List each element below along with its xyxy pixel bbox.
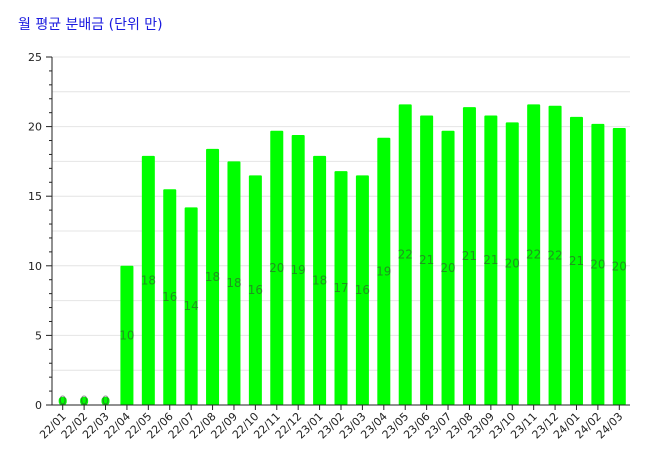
bar	[206, 148, 220, 405]
data-label: 0	[59, 394, 67, 408]
bars	[58, 104, 626, 406]
bar	[58, 397, 67, 405]
data-label: 0	[80, 394, 88, 408]
data-label: 21	[569, 254, 584, 268]
bar	[313, 155, 327, 405]
bar	[270, 130, 284, 405]
bar	[548, 105, 562, 405]
y-tick-label: 5	[35, 329, 42, 342]
data-label: 20	[440, 261, 455, 275]
data-label: 17	[333, 281, 348, 295]
data-label: 0	[102, 394, 110, 408]
bar	[420, 115, 434, 406]
bar	[334, 171, 348, 405]
bar	[184, 207, 198, 405]
chart-title: 월 평균 분배금 (단위 만)	[18, 17, 163, 33]
data-label: 20	[590, 257, 605, 271]
bar	[80, 397, 89, 405]
data-label: 22	[398, 248, 413, 262]
bar	[227, 161, 241, 405]
data-label: 18	[205, 270, 220, 284]
bar	[291, 134, 305, 405]
data-label: 10	[119, 328, 134, 342]
data-label: 18	[226, 276, 241, 290]
bar	[120, 265, 134, 405]
data-label: 18	[141, 273, 156, 287]
y-tick-label: 15	[28, 190, 42, 203]
bar	[355, 175, 369, 405]
data-label: 16	[248, 283, 263, 297]
data-label: 21	[419, 253, 434, 267]
bar	[377, 137, 391, 405]
bar	[248, 175, 262, 405]
bar	[505, 122, 519, 405]
data-label: 20	[612, 259, 627, 273]
bar	[163, 189, 177, 405]
bar	[441, 130, 455, 405]
bar	[569, 116, 583, 405]
data-label: 16	[355, 283, 370, 297]
y-tick-label: 25	[28, 51, 42, 64]
bar	[484, 115, 498, 406]
data-label: 21	[483, 253, 498, 267]
bar	[398, 104, 412, 405]
data-label: 18	[312, 273, 327, 287]
data-label: 19	[376, 264, 391, 278]
bar	[612, 127, 626, 405]
bar	[591, 123, 605, 405]
bar	[101, 397, 110, 405]
y-tick-label: 20	[28, 121, 42, 134]
y-tick-label: 0	[35, 399, 42, 412]
data-label: 16	[162, 290, 177, 304]
bar	[462, 107, 476, 405]
data-label: 20	[269, 261, 284, 275]
data-label: 21	[462, 249, 477, 263]
bar	[141, 155, 155, 405]
data-label: 22	[547, 248, 562, 262]
y-tick-label: 10	[28, 260, 42, 273]
data-label: 22	[526, 248, 541, 262]
data-label: 20	[505, 257, 520, 271]
data-label: 19	[291, 263, 306, 277]
bar	[527, 104, 541, 405]
data-label: 14	[184, 299, 199, 313]
